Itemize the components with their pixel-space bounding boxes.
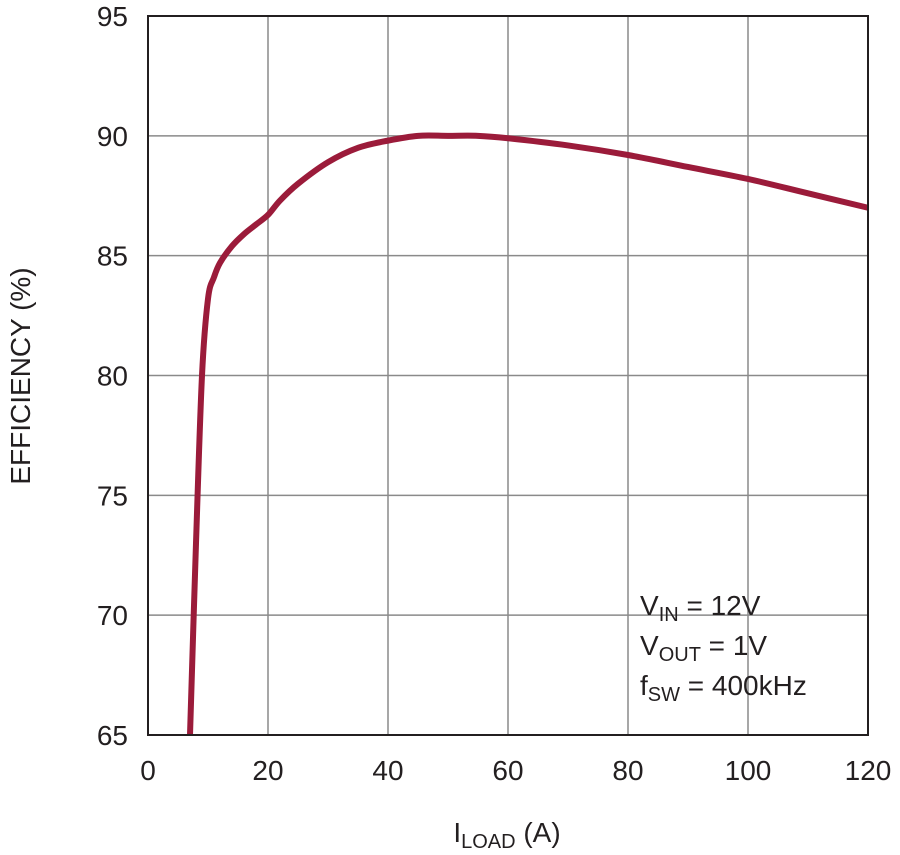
y-tick-label: 95 xyxy=(97,1,128,32)
x-axis-title: ILOAD (A) xyxy=(453,817,560,853)
x-tick-label: 20 xyxy=(252,755,283,786)
x-tick-label: 40 xyxy=(372,755,403,786)
y-tick-label: 65 xyxy=(97,720,128,751)
y-tick-label: 80 xyxy=(97,361,128,392)
plot-frame xyxy=(147,15,869,736)
annotation-line: VIN = 12V xyxy=(640,590,761,626)
x-axis-title-main: I xyxy=(453,817,461,848)
y-axis-title: EFFICIENCY (%) xyxy=(5,267,36,484)
x-tick-labels: 0 20 40 60 80 100 120 xyxy=(140,755,891,786)
conditions-annotation: VIN = 12V VOUT = 1V fSW = 400kHz xyxy=(640,590,807,706)
x-tick-label: 80 xyxy=(612,755,643,786)
annotation-line: fSW = 400kHz xyxy=(640,670,807,706)
x-tick-label: 60 xyxy=(492,755,523,786)
x-tick-label: 120 xyxy=(845,755,892,786)
y-tick-label: 70 xyxy=(97,600,128,631)
x-tick-label: 0 xyxy=(140,755,156,786)
grid xyxy=(147,15,869,736)
y-tick-label: 75 xyxy=(97,480,128,511)
y-tick-label: 85 xyxy=(97,241,128,272)
series-group xyxy=(187,132,869,736)
x-axis-title-rest: (A) xyxy=(516,817,561,848)
y-tick-label: 90 xyxy=(97,121,128,152)
annotation-line: VOUT = 1V xyxy=(640,630,767,666)
y-tick-labels: 65 70 75 80 85 90 95 xyxy=(97,1,128,751)
efficiency-curve xyxy=(187,132,869,736)
x-tick-label: 100 xyxy=(725,755,772,786)
x-axis-title-sub: LOAD xyxy=(461,831,515,853)
